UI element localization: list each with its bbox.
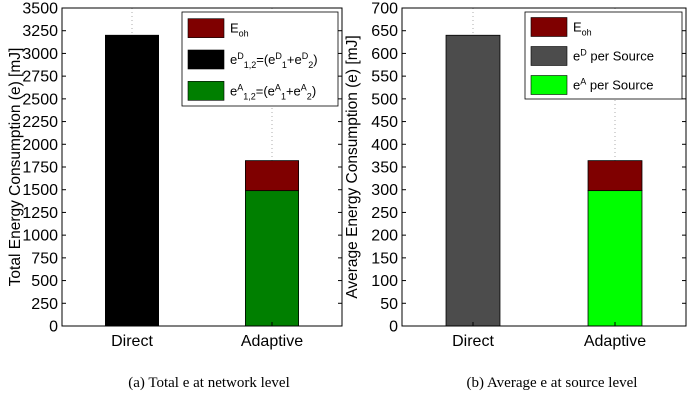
legend-swatch-series-2 [187,18,225,38]
x-tick-label-direct: Direct [111,333,153,350]
y-tick-label: 650 [371,23,398,40]
y-tick-label: 3500 [22,1,58,18]
legend-label-series-1: eA per Source [573,77,653,93]
y-tick-label: 1000 [22,228,58,245]
legend-label-series-0: eD1,2=(eD1+eD2) [230,51,318,70]
legend-label-series-2: Eoh [573,20,592,38]
y-tick-label: 500 [31,273,58,290]
y-tick-label: 200 [371,228,398,245]
chart-panel-b: 0 50 100 150 200 250 300 350 400 450 500 550 600 650 7… [344,1,687,391]
legend-label-series-2: Eoh [230,21,249,39]
y-tick-label: 1250 [22,205,58,222]
legend: Eoh eD1,2=(eD1+eD2) eA1,2=(eA1+eA2) [181,11,339,107]
y-tick-label: 1500 [22,182,58,199]
bar-adaptive-series-1 [587,190,643,327]
y-tick-label: 350 [371,160,398,177]
y-axis-title: Total Energy Consumption (e) [mJ] [7,48,24,287]
figure-caption: (b) Average e at source level [467,375,638,391]
y-tick-label: 500 [371,91,398,108]
y-tick-label: 3250 [22,23,58,40]
y-tick-label: 3000 [22,46,58,63]
y-tick-label: 400 [371,137,398,154]
bar-direct-series-0 [105,34,160,327]
y-tick-label: 750 [31,250,58,267]
y-tick-label: 550 [371,69,398,86]
x-tick-label-adaptive: Adaptive [584,333,646,350]
legend-label-series-0: eD per Source [573,48,654,64]
legend-swatch-series-1 [530,75,568,95]
x-tick-label-adaptive: Adaptive [241,333,303,350]
bar-adaptive-series-2 [587,160,643,192]
y-tick-label: 0 [389,319,398,336]
y-tick-label: 2000 [22,137,58,154]
y-tick-label: 450 [371,114,398,131]
legend: Eoh eD per Source eA per Source [524,11,683,100]
y-tick-label: 2250 [22,114,58,131]
legend-swatch-series-0 [530,46,568,66]
y-tick-label: 2500 [22,91,58,108]
x-tick-label-direct: Direct [452,333,494,350]
bar-direct-series-0 [445,34,501,327]
bar-adaptive-series-1 [244,190,299,327]
figure-caption: (a) Total e at network level [128,375,290,391]
y-tick-label: 700 [371,1,398,18]
y-tick-label: 250 [371,205,398,222]
chart-panel-a: 0 250 500 750 1000 1250 1500 1750 2000 2250 2500 27… [7,1,343,391]
y-tick-label: 100 [371,273,398,290]
bar-adaptive-series-2 [244,160,299,192]
y-tick-label: 2750 [22,69,58,86]
y-tick-label: 1750 [22,160,58,177]
legend-swatch-series-2 [530,17,568,37]
y-tick-label: 150 [371,250,398,267]
legend-swatch-series-0 [187,49,225,70]
legend-label-series-1: eA1,2=(eA1+eA2) [230,82,316,101]
y-tick-label: 250 [31,296,58,313]
legend-swatch-series-1 [187,81,225,101]
y-tick-label: 50 [380,296,398,313]
y-tick-label: 300 [371,182,398,199]
y-tick-label: 0 [49,319,58,336]
y-tick-label: 600 [371,46,398,63]
y-axis-title: Average Energy Consumption (e) [mJ] [344,35,361,298]
